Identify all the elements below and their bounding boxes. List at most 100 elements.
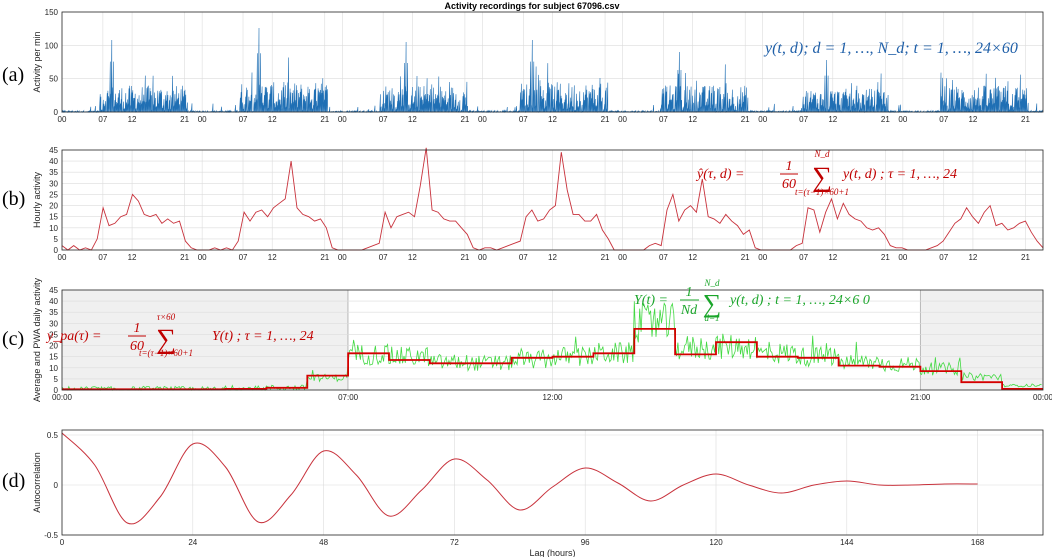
x-tick-label: 12 xyxy=(828,115,837,124)
x-tick-label: 12 xyxy=(828,253,837,262)
series-Y-average xyxy=(61,301,1042,391)
series-ypa-step xyxy=(62,327,1043,391)
night-shading xyxy=(62,290,349,390)
x-tick-label: 21 xyxy=(180,115,189,124)
x-tick-label: 21:00 xyxy=(910,393,931,402)
svg-text:1: 1 xyxy=(134,321,141,336)
x-tick-label: 00 xyxy=(898,115,907,124)
x-tick-label: 12 xyxy=(688,253,697,262)
x-tick-label: 12 xyxy=(268,115,277,124)
x-tick-label: 12 xyxy=(968,253,977,262)
x-tick-label: 00 xyxy=(478,253,487,262)
y-tick-label: 15 xyxy=(49,353,58,362)
equation-a: y(t, d); d = 1, …, N_d; t = 1, …, 24×60 xyxy=(763,40,1018,57)
y-tick-label: 40 xyxy=(49,297,58,306)
y-axis-label: Average and PWA daily activity xyxy=(32,277,42,402)
svg-text:1: 1 xyxy=(786,159,793,174)
y-tick-label: 10 xyxy=(49,224,58,233)
panel-d-frame xyxy=(61,429,1044,536)
svg-text:d=1: d=1 xyxy=(704,313,719,323)
x-tick-label: 00 xyxy=(198,253,207,262)
panel-letter-d: (d) xyxy=(2,470,25,492)
series-autocorrelation xyxy=(61,432,978,525)
x-tick-label: 144 xyxy=(840,538,854,547)
x-tick-label: 07 xyxy=(98,253,107,262)
svg-text:1: 1 xyxy=(686,285,693,300)
x-tick-label: 00:00 xyxy=(1033,393,1052,402)
figure-title: Activity recordings for subject 67096.cs… xyxy=(444,1,619,11)
x-tick-label: 07 xyxy=(98,115,107,124)
x-tick-label: 07 xyxy=(519,253,528,262)
x-tick-label: 00 xyxy=(338,115,347,124)
svg-text:N_d: N_d xyxy=(813,149,830,159)
y-tick-label: 40 xyxy=(49,157,58,166)
panel-letter-b: (b) xyxy=(2,188,25,210)
x-tick-label: 72 xyxy=(450,538,459,547)
y-tick-label: 35 xyxy=(49,308,58,317)
panel-b-frame xyxy=(61,149,1044,251)
x-tick-label: 12:00 xyxy=(542,393,563,402)
y-tick-label: 50 xyxy=(49,75,58,84)
x-tick-label: 12 xyxy=(548,253,557,262)
y-tick-label: 20 xyxy=(49,202,58,211)
panel-a-frame xyxy=(61,11,1044,113)
y-tick-label: 5 xyxy=(54,375,59,384)
x-tick-label: 07:00 xyxy=(338,393,359,402)
x-tick-label: 00 xyxy=(758,253,767,262)
svg-text:∑: ∑ xyxy=(812,162,832,193)
x-tick-label: 21 xyxy=(601,253,610,262)
x-tick-label: 21 xyxy=(460,115,469,124)
x-tick-label: 0 xyxy=(60,538,65,547)
x-tick-label: 120 xyxy=(709,538,723,547)
x-tick-label: 00:00 xyxy=(52,393,73,402)
x-tick-label: 21 xyxy=(1021,115,1030,124)
panel-c-frame xyxy=(61,289,1044,391)
y-tick-label: 25 xyxy=(49,190,58,199)
svg-text:y(t, d) ; τ = 1, …, 24: y(t, d) ; τ = 1, …, 24 xyxy=(841,167,957,182)
x-tick-label: 07 xyxy=(379,253,388,262)
panel-letter-a: (a) xyxy=(2,64,24,86)
x-tick-label: 00 xyxy=(58,115,67,124)
night-shading xyxy=(920,290,1043,390)
x-tick-label: 00 xyxy=(58,253,67,262)
svg-text:t=(τ−1)×60+1: t=(τ−1)×60+1 xyxy=(139,348,193,358)
y-tick-label: 150 xyxy=(45,8,59,17)
svg-text:y(t, d); d = 1, …, N_d; t = 1,: y(t, d); d = 1, …, N_d; t = 1, …, 24×60 xyxy=(763,40,1018,57)
x-tick-label: 12 xyxy=(688,115,697,124)
x-tick-label: 07 xyxy=(239,253,248,262)
y-tick-label: 15 xyxy=(49,213,58,222)
x-tick-label: 12 xyxy=(968,115,977,124)
x-tick-label: 00 xyxy=(338,253,347,262)
x-tick-label: 00 xyxy=(198,115,207,124)
svg-text:Nd: Nd xyxy=(680,303,698,318)
svg-text:60: 60 xyxy=(782,177,796,192)
x-tick-label: 21 xyxy=(601,115,610,124)
x-tick-label: 12 xyxy=(548,115,557,124)
x-tick-label: 48 xyxy=(319,538,328,547)
x-tick-label: 21 xyxy=(741,115,750,124)
x-tick-label: 07 xyxy=(659,115,668,124)
svg-text:Y(t) =: Y(t) = xyxy=(634,293,668,308)
x-tick-label: 21 xyxy=(320,115,329,124)
x-tick-label: 07 xyxy=(939,115,948,124)
svg-text:∑: ∑ xyxy=(156,324,176,355)
equation-c-red: y_pa(τ) = 1 60 ∑ τ×60 t=(τ−1)×60+1 Y(t) … xyxy=(45,312,314,358)
y-tick-label: 5 xyxy=(54,235,59,244)
svg-text:y(t, d) ; t = 1, …, 24×6 0: y(t, d) ; t = 1, …, 24×6 0 xyxy=(728,293,870,308)
panel-d-autocorrelation: -0.500.50 24 48 72 96 120 144 168Autocorrelatio… xyxy=(32,429,1044,557)
y-tick-label: 45 xyxy=(49,286,58,295)
y-axis-label: Hourly activity xyxy=(32,171,42,228)
equation-c-green: Y(t) = 1 Nd ∑ N_d d=1 y(t, d) ; t = 1, …… xyxy=(634,278,870,323)
svg-text:y_pa(τ) =: y_pa(τ) = xyxy=(45,329,102,344)
x-tick-label: 21 xyxy=(460,253,469,262)
x-tick-label: 168 xyxy=(971,538,985,547)
x-tick-label: 12 xyxy=(128,115,137,124)
svg-text:τ×60: τ×60 xyxy=(157,312,176,322)
y-axis-label: Activity per min xyxy=(32,31,42,92)
y-axis-label: Autocorrelation xyxy=(32,452,42,513)
y-tick-label: 0 xyxy=(54,481,59,490)
x-tick-label: 96 xyxy=(581,538,590,547)
x-tick-label: 00 xyxy=(758,115,767,124)
svg-text:60: 60 xyxy=(130,339,144,354)
